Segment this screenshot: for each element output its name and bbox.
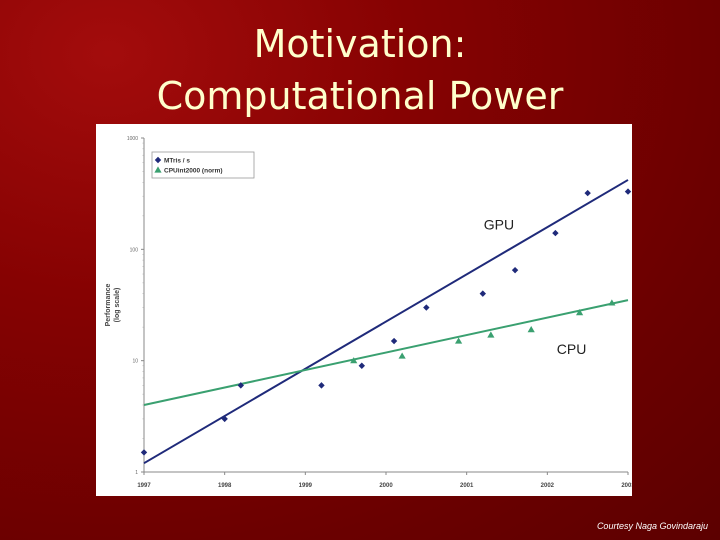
x-tick-label: 2001: [460, 483, 474, 489]
data-point: [576, 309, 584, 316]
slide-title-line-1: Motivation:: [253, 22, 467, 66]
data-point: [624, 188, 632, 195]
data-point: [608, 299, 616, 306]
data-point: [455, 337, 463, 344]
credit-text: Courtesy Naga Govindaraju: [596, 521, 708, 531]
chart-panel: 1 10 100 1000 1997 1998 1999 2000 2001 2002 2003 Pe…: [96, 124, 632, 496]
data-point: [350, 357, 358, 364]
cpu-annotation: CPU: [557, 341, 587, 357]
data-point: [552, 229, 559, 237]
data-point: [140, 449, 148, 456]
y-tick-label: 100: [130, 247, 139, 253]
data-point: [237, 382, 244, 389]
data-point: [221, 415, 228, 423]
data-point: [390, 337, 398, 345]
trend-line: [143, 179, 629, 465]
y-axis-label-line: Performance: [105, 283, 112, 326]
data-point: [398, 352, 406, 359]
data-point: [527, 326, 535, 333]
x-tick-label: 2000: [379, 483, 393, 489]
slide-title-line-2: Computational Power: [156, 74, 564, 118]
slide-title: Motivation: Computational Power: [0, 18, 720, 122]
legend-marker: [154, 166, 162, 173]
performance-chart: 1 10 100 1000 1997 1998 1999 2000 2001 2002 2003 Pe…: [105, 136, 632, 489]
legend-label: CPUint2000 (norm): [164, 168, 223, 175]
x-tick-label: 2002: [541, 483, 555, 489]
y-axis-label-line: (log scale): [114, 288, 121, 323]
x-tick-label: 1999: [299, 483, 313, 489]
x-tick-label: 2003: [621, 483, 632, 489]
data-point: [511, 266, 519, 274]
data-point: [487, 331, 495, 338]
gpu-annotation: GPU: [484, 217, 514, 233]
y-axis-label: Performance (log scale): [105, 283, 121, 326]
data-point: [479, 290, 486, 297]
legend-label: MTris / s: [164, 158, 190, 165]
y-tick-label: 1: [135, 470, 138, 476]
trend-line: [143, 299, 629, 406]
data-point: [584, 189, 591, 197]
x-tick-label: 1997: [137, 483, 151, 489]
y-tick-label: 1000: [127, 136, 138, 142]
data-point: [423, 304, 430, 311]
data-point: [318, 382, 325, 389]
legend-box: [151, 151, 255, 179]
data-point: [358, 362, 365, 369]
x-tick-label: 1998: [218, 483, 232, 489]
y-tick-label: 10: [132, 359, 138, 365]
